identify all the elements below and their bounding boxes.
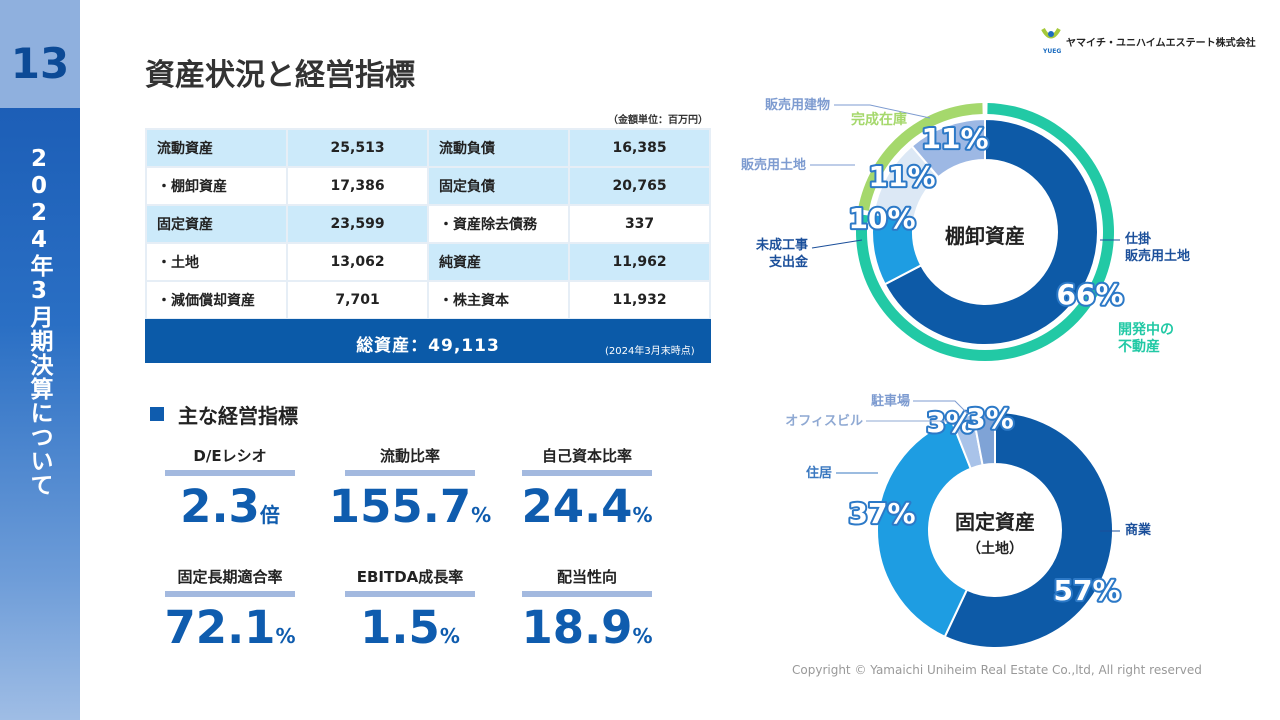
kpi-unit: 倍 xyxy=(259,503,280,527)
row-value: 11,962 xyxy=(568,242,711,282)
percent-label: 10% xyxy=(848,202,915,235)
logo-mark xyxy=(1041,27,1061,39)
kpi-label: EBITDA成長率 xyxy=(345,566,475,597)
outer-ring-segment xyxy=(858,103,983,211)
category-label: 仕掛 販売用土地 xyxy=(1125,232,1191,264)
section-heading: 主な経営指標 xyxy=(178,404,298,428)
table-row: 流動資産 25,513 流動負債 16,385 xyxy=(144,128,711,168)
kpi-value: 1.5% xyxy=(310,601,510,654)
table-row: ・減価償却資産 7,701 ・株主資本 11,932 xyxy=(144,280,711,320)
row-label: 流動資産 xyxy=(144,128,289,168)
row-value: 13,062 xyxy=(286,242,429,282)
row-label: ・土地 xyxy=(144,242,289,282)
row-label: ・減価償却資産 xyxy=(144,280,289,320)
heading-square xyxy=(150,407,164,421)
kpi-value: 24.4% xyxy=(487,480,687,533)
center-label: 固定資産 xyxy=(955,510,1035,534)
total-assets: 総資産：49,113 xyxy=(356,336,500,356)
row-label: ・棚卸資産 xyxy=(144,166,289,206)
category-label: 販売用土地 xyxy=(740,158,806,173)
category-label: 販売用建物 xyxy=(764,98,830,113)
side-title: 2024年3月期決算について xyxy=(26,146,52,497)
unit-note: （金額単位：百万円） xyxy=(608,115,708,126)
company-name: ヤマイチ・ユニハイムエステート株式会社 xyxy=(1066,38,1256,49)
donut-segment xyxy=(876,418,973,639)
sidebar xyxy=(0,0,80,720)
kpi-number: 1.5 xyxy=(360,601,440,654)
row-value: 25,513 xyxy=(286,128,429,168)
kpi-label: D/Eレシオ xyxy=(165,445,295,476)
category-label: 駐車場 xyxy=(870,394,910,409)
center-label: 棚卸資産 xyxy=(945,224,1025,248)
kpi-number: 2.3 xyxy=(180,480,260,533)
percent-label: 37% xyxy=(848,497,915,530)
donut-segment xyxy=(971,410,996,467)
table-row: ・棚卸資産 17,386 固定負債 20,765 xyxy=(144,166,711,206)
row-label: ・資産除去債務 xyxy=(426,204,571,244)
category-label: オフィスビル xyxy=(785,414,863,429)
row-value: 7,701 xyxy=(286,280,429,320)
percent-label: 11% xyxy=(921,122,988,155)
as-of-note: (2024年3月末時点) xyxy=(605,346,695,357)
leader-line xyxy=(913,400,969,415)
kpi-value: 18.9% xyxy=(487,601,687,654)
percent-label: 66% xyxy=(1056,278,1123,311)
row-label: ・株主資本 xyxy=(426,280,571,320)
percent-label: 11% xyxy=(868,160,935,193)
row-label: 固定資産 xyxy=(144,204,289,244)
leader-line xyxy=(811,239,863,249)
kpi-value: 155.7% xyxy=(310,480,510,533)
kpi-unit: % xyxy=(632,503,653,527)
row-value: 337 xyxy=(568,204,711,244)
category-label: 住居 xyxy=(805,466,832,481)
row-label: 純資産 xyxy=(426,242,571,282)
kpi-label: 固定長期適合率 xyxy=(165,566,295,597)
row-label: 流動負債 xyxy=(426,128,571,168)
kpi-label: 流動比率 xyxy=(345,445,475,476)
kpi-value: 2.3倍 xyxy=(130,480,330,533)
kpi-unit: % xyxy=(439,624,460,648)
kpi-label: 配当性向 xyxy=(522,566,652,597)
copyright: Copyright © Yamaichi Uniheim Real Estate… xyxy=(792,663,1202,677)
donut-segment xyxy=(910,117,986,179)
kpi-unit: % xyxy=(275,624,296,648)
total-row: 総資産：49,113 (2024年3月末時点) xyxy=(145,319,711,363)
balance-table: 流動資産 25,513 流動負債 16,385 ・棚卸資産 17,386 固定負債 20,76… xyxy=(144,128,711,320)
logo-text: YUEG xyxy=(1043,48,1062,55)
kpi-number: 155.7 xyxy=(328,480,472,533)
row-value: 23,599 xyxy=(286,204,429,244)
kpi-label: 自己資本比率 xyxy=(522,445,652,476)
center-sublabel: （土地） xyxy=(967,541,1023,557)
row-value: 17,386 xyxy=(286,166,429,206)
table-row: 固定資産 23,599 ・資産除去債務 337 xyxy=(144,204,711,244)
row-label: 固定負債 xyxy=(426,166,571,206)
table-row: ・土地 13,062 純資産 11,962 xyxy=(144,242,711,282)
category-label: 商業 xyxy=(1125,523,1152,538)
kpi-number: 18.9 xyxy=(521,601,633,654)
page-number: 13 xyxy=(0,0,80,108)
percent-label: 3% xyxy=(926,406,974,439)
row-value: 16,385 xyxy=(568,128,711,168)
donut-segment xyxy=(943,410,1114,649)
donut-segment xyxy=(883,117,1099,346)
category-label: 未成工事 支出金 xyxy=(755,238,808,270)
kpi-unit: % xyxy=(632,624,653,648)
percent-label: 57% xyxy=(1053,574,1120,607)
slide-title: 資産状況と経営指標 xyxy=(145,58,415,93)
row-value: 20,765 xyxy=(568,166,711,206)
ring-label: 完成在庫 xyxy=(851,112,907,128)
leader-line xyxy=(834,104,931,119)
kpi-number: 24.4 xyxy=(521,480,633,533)
kpi-unit: % xyxy=(471,503,492,527)
percent-label: 3% xyxy=(966,402,1014,435)
ring-label: 開発中の 不動産 xyxy=(1118,322,1174,355)
row-value: 11,932 xyxy=(568,280,711,320)
kpi-number: 72.1 xyxy=(164,601,276,654)
kpi-value: 72.1% xyxy=(130,601,330,654)
